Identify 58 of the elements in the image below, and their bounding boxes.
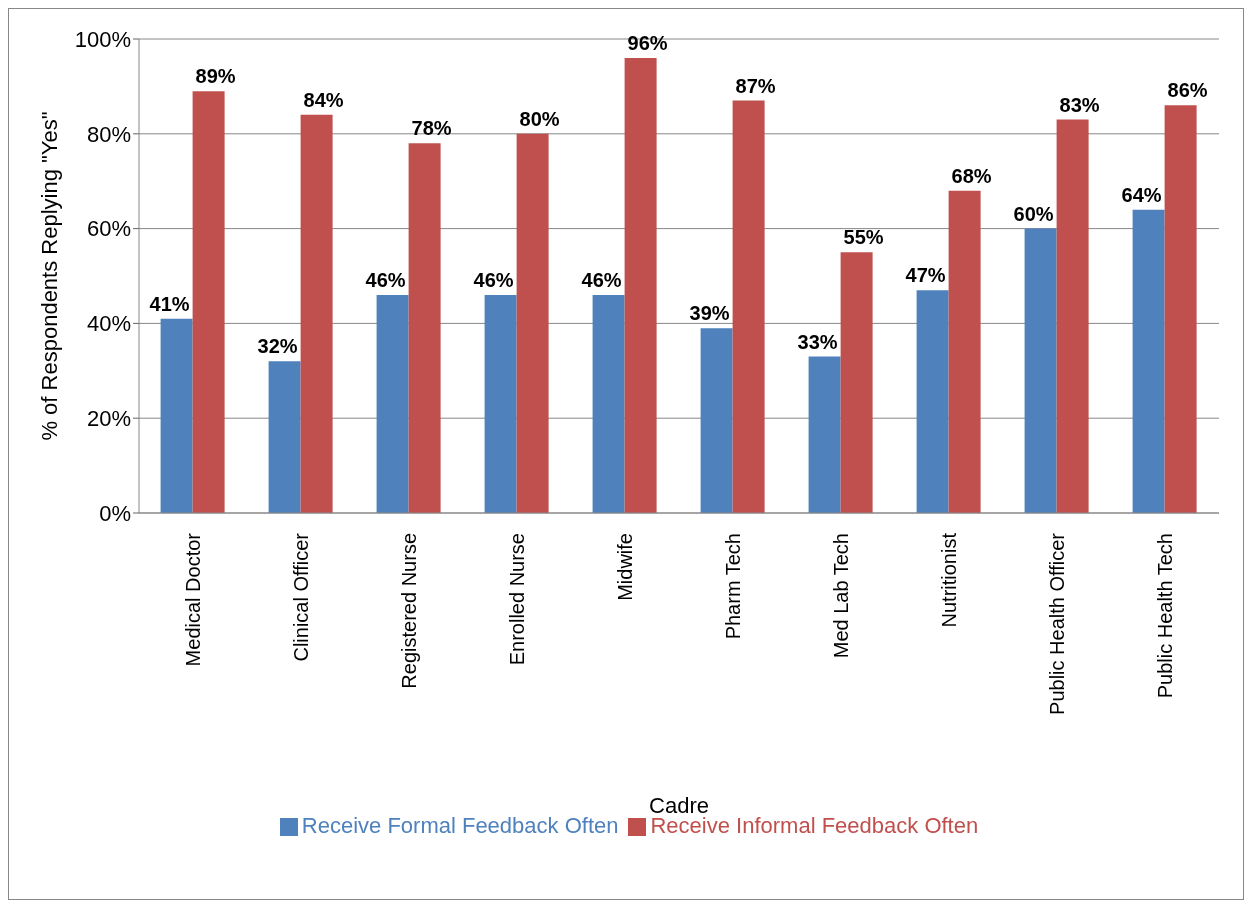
x-tick-label: Registered Nurse: [398, 533, 420, 689]
bar: [732, 100, 765, 513]
data-label: 46%: [473, 268, 514, 291]
bar: [624, 57, 657, 513]
bar: [916, 290, 949, 513]
x-tick-label: Clinical Officer: [290, 532, 312, 662]
data-label: 86%: [1167, 79, 1208, 102]
y-tick-label: 80%: [86, 121, 131, 147]
data-label: 41%: [149, 292, 190, 315]
data-label: 46%: [581, 268, 622, 291]
x-tick-label: Midwife: [614, 533, 636, 601]
legend-label: Receive Formal Feedback Often: [301, 813, 619, 838]
data-label: 39%: [689, 302, 730, 325]
x-tick-label: Public Health Officer: [1046, 532, 1068, 715]
data-label: 46%: [365, 268, 406, 291]
data-label: 33%: [797, 330, 838, 353]
bar: [1132, 209, 1165, 513]
x-tick-label: Enrolled Nurse: [506, 533, 528, 666]
data-label: 84%: [303, 88, 344, 111]
bar: [700, 328, 733, 513]
bar: [1056, 119, 1089, 513]
data-label: 78%: [411, 117, 452, 140]
y-tick-label: 0%: [99, 500, 131, 526]
y-tick-label: 100%: [74, 26, 131, 52]
y-tick-label: 40%: [86, 311, 131, 337]
data-label: 83%: [1059, 93, 1100, 116]
data-label: 47%: [905, 264, 946, 287]
y-tick-label: 60%: [86, 216, 131, 242]
data-label: 64%: [1121, 183, 1162, 206]
bar: [160, 318, 193, 513]
data-label: 32%: [257, 335, 298, 358]
bar: [376, 294, 409, 513]
bar: [840, 252, 873, 513]
y-tick-label: 20%: [86, 406, 131, 432]
bar: [408, 143, 441, 513]
x-tick-label: Medical Doctor: [182, 532, 204, 667]
data-label: 60%: [1013, 202, 1054, 225]
bar: [1164, 105, 1197, 513]
bar: [484, 294, 517, 513]
bar: [1024, 228, 1057, 513]
bar: [948, 190, 981, 513]
bar: [300, 114, 333, 513]
data-label: 68%: [951, 164, 992, 187]
data-label: 87%: [735, 74, 776, 97]
data-label: 55%: [843, 226, 884, 249]
data-label: 80%: [519, 107, 560, 130]
x-tick-label: Public Health Tech: [1154, 533, 1176, 699]
bar: [592, 294, 625, 513]
y-axis-title: % of Respondents Replying "Yes": [36, 111, 62, 441]
bar: [516, 133, 549, 513]
data-label: 89%: [195, 65, 236, 88]
x-tick-label: Nutritionist: [938, 532, 960, 628]
data-label: 96%: [627, 31, 668, 54]
x-tick-label: Med Lab Tech: [830, 533, 852, 659]
bar: [268, 361, 301, 513]
bar: [808, 356, 841, 513]
bar: [192, 91, 225, 513]
x-tick-label: Pharm Tech: [722, 533, 744, 640]
